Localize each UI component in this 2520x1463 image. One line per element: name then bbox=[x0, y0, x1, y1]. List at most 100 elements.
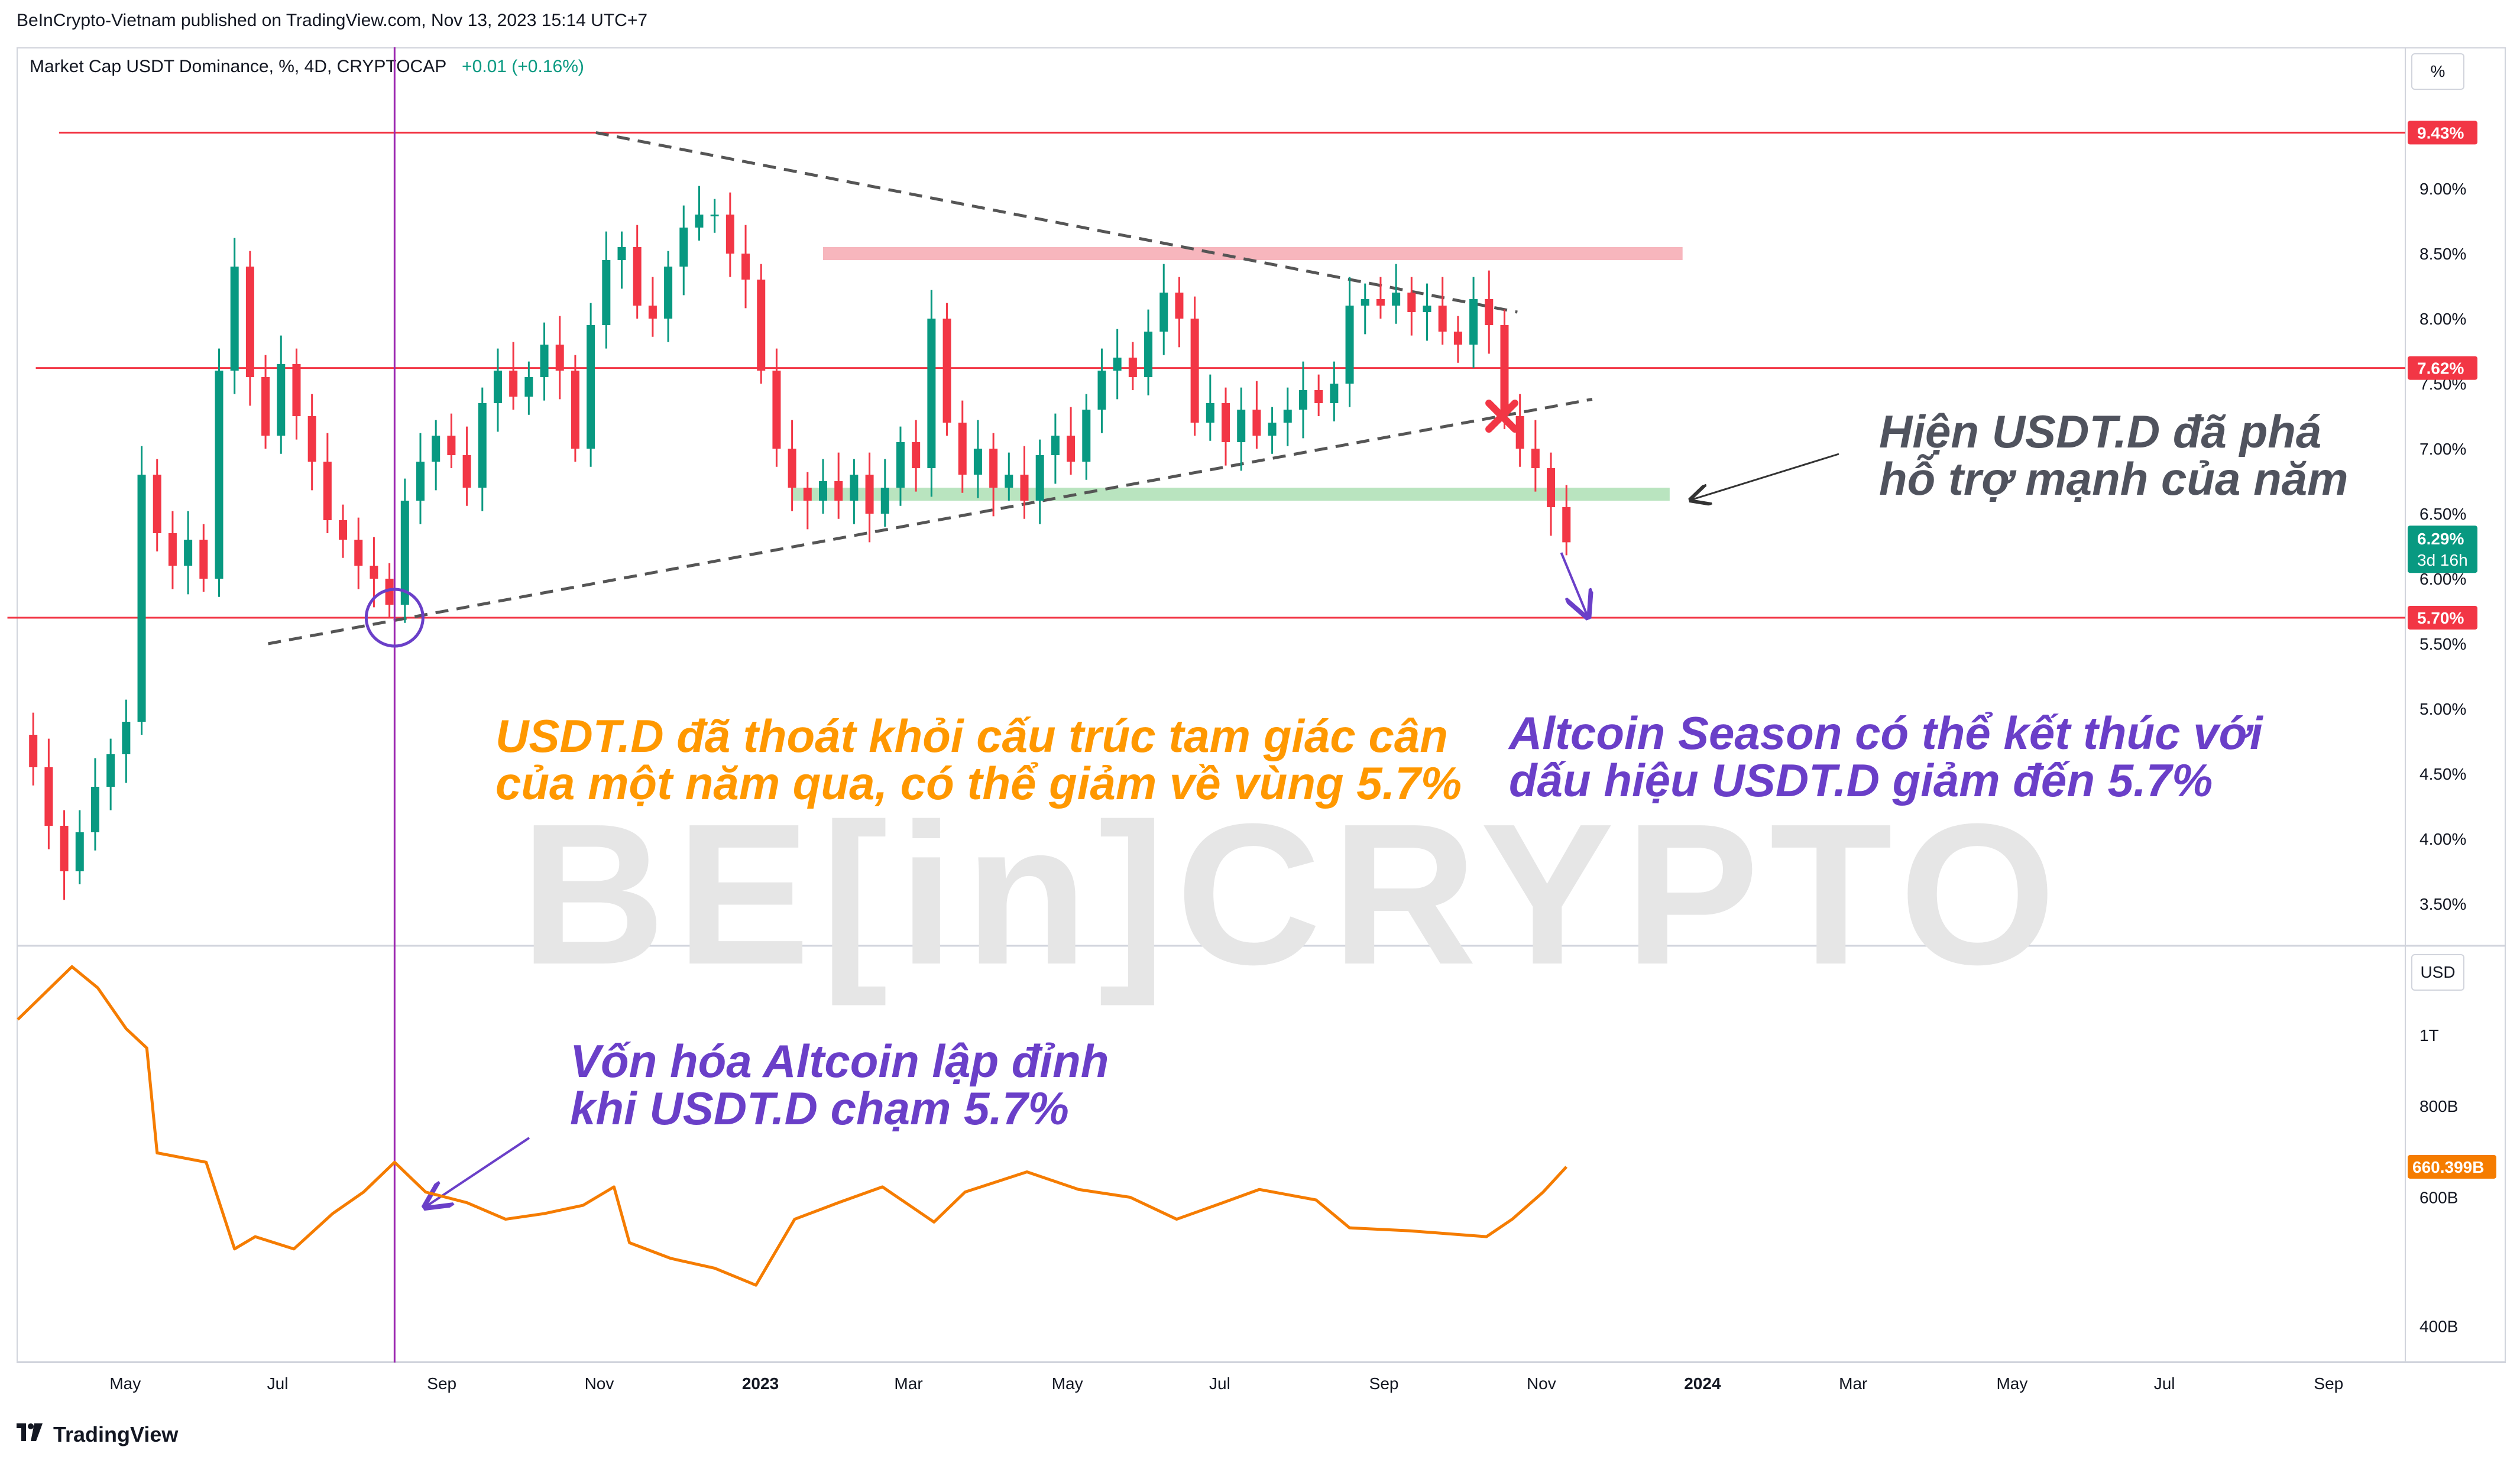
candle-body bbox=[1392, 293, 1401, 306]
candle-body bbox=[168, 533, 177, 566]
candle-body bbox=[323, 462, 332, 520]
resistance-zone bbox=[823, 247, 1683, 260]
candle-body bbox=[509, 371, 518, 397]
candle-body bbox=[60, 826, 69, 871]
price-tick-label: 4.50% bbox=[2419, 765, 2466, 783]
candle-body bbox=[1175, 293, 1184, 319]
time-tick-label: 2024 bbox=[1684, 1374, 1721, 1393]
candle-body bbox=[1330, 384, 1339, 403]
candle-body bbox=[447, 436, 456, 455]
time-tick-label: May bbox=[109, 1374, 141, 1393]
candle-body bbox=[277, 364, 286, 436]
candle-body bbox=[137, 475, 146, 722]
bar-countdown-label: 3d 16h bbox=[2417, 551, 2468, 569]
candle-body bbox=[1345, 306, 1354, 384]
usd-tick-label: 1T bbox=[2419, 1026, 2439, 1044]
usd-tick-label: 400B bbox=[2419, 1317, 2458, 1335]
candle-body bbox=[1237, 410, 1246, 442]
price-tick-label: 8.00% bbox=[2419, 310, 2466, 328]
candle-body bbox=[1453, 332, 1462, 345]
current-price-label: 6.29% bbox=[2417, 530, 2464, 548]
candle-body bbox=[1113, 358, 1122, 371]
candle-body bbox=[571, 371, 579, 449]
candle-body bbox=[710, 215, 719, 216]
candle-body bbox=[540, 345, 549, 377]
time-tick-label: Sep bbox=[427, 1374, 456, 1393]
candle-body bbox=[307, 416, 316, 462]
current-price-badge bbox=[2408, 525, 2477, 573]
candle-body bbox=[942, 319, 951, 423]
usd-tick-label: 600B bbox=[2419, 1188, 2458, 1206]
candle-body bbox=[958, 423, 967, 475]
price-level-badge bbox=[2408, 606, 2477, 630]
time-tick-label: Sep bbox=[1369, 1374, 1399, 1393]
tradingview-logo-icon[interactable] bbox=[17, 1423, 43, 1441]
candle-body bbox=[633, 247, 642, 306]
time-tick-label: Mar bbox=[1839, 1374, 1867, 1393]
candle-body bbox=[385, 579, 394, 605]
candle-body bbox=[1020, 475, 1029, 501]
purple-annotation: Altcoin Season có thể kết thúc với dấu h… bbox=[1509, 709, 2263, 804]
candle-body bbox=[106, 754, 115, 787]
publisher-info: BeInCrypto-Vietnam published on TradingV… bbox=[17, 11, 648, 30]
candle-body bbox=[432, 436, 440, 462]
candle-body bbox=[90, 787, 99, 832]
candle-body bbox=[725, 215, 734, 254]
candle-body bbox=[1268, 423, 1277, 436]
candle-body bbox=[819, 481, 828, 501]
candle-body bbox=[664, 267, 673, 319]
candle-body bbox=[478, 403, 487, 488]
usd-unit-button[interactable]: USD bbox=[2411, 954, 2464, 991]
price-tick-label: 9.00% bbox=[2419, 180, 2466, 198]
break-marker bbox=[1485, 400, 1519, 433]
price-level-label: 9.43% bbox=[2417, 124, 2464, 142]
price-tick-label: 4.00% bbox=[2419, 830, 2466, 848]
candle-body bbox=[1206, 403, 1214, 423]
candle-body bbox=[184, 540, 193, 566]
candle-body bbox=[617, 247, 626, 260]
purple-annotation-line2: dấu hiệu USDT.D giảm đến 5.7% bbox=[1509, 754, 2213, 806]
price-level-badge bbox=[2408, 121, 2477, 145]
percent-unit-button[interactable]: % bbox=[2411, 53, 2464, 90]
candle-body bbox=[416, 462, 425, 501]
price-tick-label: 7.00% bbox=[2419, 440, 2466, 458]
candle-body bbox=[1376, 299, 1385, 306]
candle-body bbox=[493, 371, 502, 403]
candle-body bbox=[865, 475, 874, 514]
price-level-badge bbox=[2408, 356, 2477, 380]
candle-body bbox=[462, 455, 471, 488]
candle-body bbox=[587, 325, 595, 449]
candle-body bbox=[1283, 410, 1292, 423]
candle-body bbox=[215, 371, 224, 579]
symbol-legend[interactable]: Market Cap USDT Dominance, %, 4D, CRYPTO… bbox=[30, 57, 584, 77]
usd-tick-label: 800B bbox=[2419, 1097, 2458, 1115]
altcoin-cap-line bbox=[17, 965, 1568, 1287]
candle-body bbox=[1469, 299, 1478, 345]
candle-body bbox=[1515, 416, 1524, 449]
time-tick-label: Jul bbox=[267, 1374, 289, 1393]
candle-body bbox=[261, 377, 270, 436]
price-tick-label: 3.50% bbox=[2419, 895, 2466, 913]
time-tick-label: Nov bbox=[585, 1374, 614, 1393]
candle-body bbox=[354, 540, 363, 566]
candle-body bbox=[772, 371, 781, 449]
time-tick-label: Jul bbox=[2154, 1374, 2175, 1393]
candle-body bbox=[1051, 436, 1060, 455]
candle-body bbox=[989, 449, 998, 488]
touch-circle-marker bbox=[364, 588, 425, 648]
candle-body bbox=[1361, 299, 1369, 306]
gray-annotation: Hiện USDT.D đã phá hỗ trợ mạnh của năm bbox=[1879, 408, 2348, 502]
peak-callout-arrow bbox=[427, 1137, 530, 1206]
price-tick-label: 6.50% bbox=[2419, 505, 2466, 523]
candle-body bbox=[230, 267, 239, 371]
candle-body bbox=[602, 260, 611, 325]
price-tick-label: 5.00% bbox=[2419, 700, 2466, 718]
candle-body bbox=[1438, 306, 1447, 332]
candle-body bbox=[199, 540, 208, 579]
candle-body bbox=[1314, 390, 1323, 403]
price-level-label: 7.62% bbox=[2417, 359, 2464, 378]
purple-annotation-line1: Altcoin Season có thể kết thúc với bbox=[1509, 707, 2263, 759]
candle-body bbox=[850, 475, 859, 501]
candle-body bbox=[757, 280, 766, 371]
